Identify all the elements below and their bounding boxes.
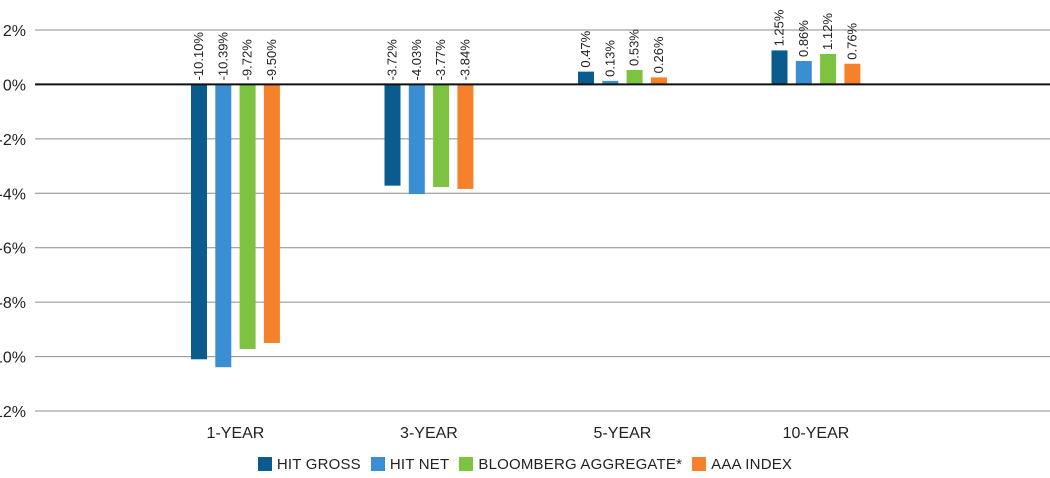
legend-label-hit-gross: HIT GROSS <box>276 455 361 473</box>
category-label: 3-YEAR <box>400 425 458 442</box>
legend-label-bloomberg-aggregate: BLOOMBERG AGGREGATE* <box>478 455 683 473</box>
y-tick-label: 2% <box>3 23 26 40</box>
bar <box>602 80 619 85</box>
bar <box>795 61 812 85</box>
data-label: 0.86% <box>796 20 811 57</box>
data-label: 0.76% <box>844 22 859 59</box>
legend: HIT GROSS HIT NET BLOOMBERG AGGREGATE* A… <box>0 452 1050 476</box>
legend-item-hit-net: HIT NET <box>370 455 450 473</box>
bar <box>384 84 401 186</box>
legend-item-hit-gross: HIT GROSS <box>257 455 361 473</box>
data-label: -9.50% <box>264 39 279 81</box>
data-labels: -10.10% -10.39% -9.72% -9.50% -3.72% -4.03% -3… <box>191 9 859 80</box>
legend-swatch-aaa-index <box>692 457 707 471</box>
bar <box>844 63 861 85</box>
x-axis-category-labels: 1-YEAR 3-YEAR 5-YEAR 10-YEAR <box>207 425 850 442</box>
data-label: -3.72% <box>385 39 400 81</box>
category-label: 10-YEAR <box>783 425 850 442</box>
data-label: -4.03% <box>409 39 424 81</box>
data-label: 0.53% <box>627 29 642 66</box>
y-tick-label: 12% <box>0 404 26 421</box>
bar <box>771 50 788 85</box>
data-label: 1.25% <box>772 9 787 46</box>
data-label: 1.12% <box>820 13 835 50</box>
gridlines <box>35 29 1050 412</box>
y-axis-tick-labels: 2% 0% -2% -4% -6% -8% -10% 12% <box>0 23 26 421</box>
y-tick-label: -10% <box>0 350 26 367</box>
bar <box>433 84 450 188</box>
data-label: -3.77% <box>433 39 448 81</box>
legend-swatch-hit-net <box>370 457 385 471</box>
bar <box>408 84 425 195</box>
y-tick-label: 0% <box>3 77 26 94</box>
bar <box>263 84 280 343</box>
data-label: -3.84% <box>457 39 472 81</box>
y-tick-label: -8% <box>0 295 26 312</box>
bar <box>578 71 594 85</box>
data-label: 0.47% <box>578 30 593 67</box>
bar <box>626 70 643 85</box>
data-label: 0.26% <box>651 36 666 73</box>
bar <box>650 77 667 85</box>
data-label: 0.13% <box>602 40 617 77</box>
legend-swatch-hit-gross <box>257 457 272 471</box>
legend-label-hit-net: HIT NET <box>389 455 450 473</box>
data-label: -10.10% <box>191 32 206 81</box>
legend-label-aaa-index: AAA INDEX <box>711 455 793 473</box>
category-label: 5-YEAR <box>594 425 652 442</box>
data-label: -9.72% <box>240 39 255 81</box>
bar <box>820 53 837 85</box>
y-tick-label: -4% <box>0 186 26 203</box>
bar <box>457 84 474 189</box>
legend-item-bloomberg-aggregate: BLOOMBERG AGGREGATE* <box>459 456 682 473</box>
legend-item-aaa-index: AAA INDEX <box>692 456 792 473</box>
data-label: -10.39% <box>215 32 230 81</box>
bar <box>215 84 232 368</box>
bar-chart: 2% 0% -2% -4% -6% -8% -10% 12% -10.10% -10.39% -9… <box>0 9 1050 442</box>
y-tick-label: -2% <box>0 132 26 149</box>
legend-swatch-bloomberg-aggregate <box>459 457 474 471</box>
bars <box>191 50 861 368</box>
bar <box>239 84 256 349</box>
y-tick-label: -6% <box>0 241 26 258</box>
category-label: 1-YEAR <box>207 425 265 442</box>
bar <box>191 84 207 360</box>
